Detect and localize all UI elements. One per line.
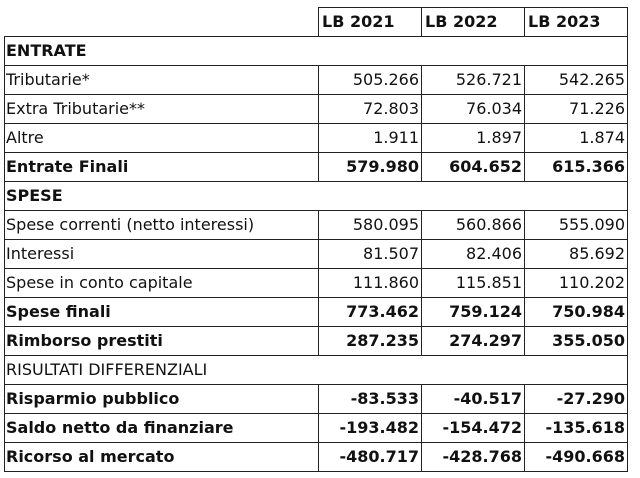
row-value-lb-2022: -154.472 xyxy=(421,413,525,443)
row-value-lb-2023: 110.202 xyxy=(524,268,628,298)
row-value-lb-2021: 287.235 xyxy=(318,326,422,356)
table-row: Altre 1.911 1.897 1.874 xyxy=(4,123,628,153)
budget-table: LB 2021 LB 2022 LB 2023 ENTRATE Tributari… xyxy=(4,7,628,472)
row-value-lb-2021: -480.717 xyxy=(318,442,422,472)
row-value-lb-2022 xyxy=(421,36,525,66)
table-row: RISULTATI DIFFERENZIALI xyxy=(4,355,628,385)
row-value-lb-2022: -40.517 xyxy=(421,384,525,414)
row-value-lb-2023: 555.090 xyxy=(524,210,628,240)
row-value-lb-2023 xyxy=(524,36,628,66)
row-label: Rimborso prestiti xyxy=(4,326,319,356)
row-value-lb-2023: 85.692 xyxy=(524,239,628,269)
row-value-lb-2021: 505.266 xyxy=(318,65,422,95)
row-value-lb-2021: 81.507 xyxy=(318,239,422,269)
table-row: Entrate Finali 579.980 604.652 615.366 xyxy=(4,152,628,182)
row-label: SPESE xyxy=(4,181,319,211)
row-value-lb-2023: -490.668 xyxy=(524,442,628,472)
row-value-lb-2023: 355.050 xyxy=(524,326,628,356)
row-value-lb-2021 xyxy=(318,36,422,66)
row-label: Ricorso al mercato xyxy=(4,442,319,472)
table-row: Saldo netto da finanziare -193.482 -154.47… xyxy=(4,413,628,443)
row-value-lb-2022: 274.297 xyxy=(421,326,525,356)
table-row: Ricorso al mercato -480.717 -428.768 -490.6… xyxy=(4,442,628,472)
budget-table-container: LB 2021 LB 2022 LB 2023 ENTRATE Tributari… xyxy=(4,7,628,472)
header-row: LB 2021 LB 2022 LB 2023 xyxy=(4,7,628,37)
table-row: Interessi 81.507 82.406 85.692 xyxy=(4,239,628,269)
row-value-lb-2022: 759.124 xyxy=(421,297,525,327)
row-value-lb-2022: 604.652 xyxy=(421,152,525,182)
row-value-lb-2023: 542.265 xyxy=(524,65,628,95)
row-value-lb-2022 xyxy=(421,355,525,385)
row-value-lb-2023: 750.984 xyxy=(524,297,628,327)
row-label: Interessi xyxy=(4,239,319,269)
row-value-lb-2021 xyxy=(318,355,422,385)
row-value-lb-2021: 72.803 xyxy=(318,94,422,124)
row-value-lb-2021: -83.533 xyxy=(318,384,422,414)
row-value-lb-2023: 1.874 xyxy=(524,123,628,153)
row-value-lb-2022: -428.768 xyxy=(421,442,525,472)
header-lb-2022: LB 2022 xyxy=(421,7,525,37)
row-value-lb-2023 xyxy=(524,181,628,211)
row-label: Altre xyxy=(4,123,319,153)
row-value-lb-2023: 71.226 xyxy=(524,94,628,124)
row-value-lb-2022: 526.721 xyxy=(421,65,525,95)
row-value-lb-2023: -27.290 xyxy=(524,384,628,414)
table-row: Spese in conto capitale 111.860 115.851 110… xyxy=(4,268,628,298)
header-corner xyxy=(4,7,319,37)
row-label: Risparmio pubblico xyxy=(4,384,319,414)
row-label: Spese finali xyxy=(4,297,319,327)
row-label: Spese in conto capitale xyxy=(4,268,319,298)
row-label: Extra Tributarie** xyxy=(4,94,319,124)
row-value-lb-2022: 560.866 xyxy=(421,210,525,240)
table-row: ENTRATE xyxy=(4,36,628,66)
row-value-lb-2021: 111.860 xyxy=(318,268,422,298)
row-value-lb-2023: 615.366 xyxy=(524,152,628,182)
row-value-lb-2021: 580.095 xyxy=(318,210,422,240)
row-value-lb-2021: 1.911 xyxy=(318,123,422,153)
row-value-lb-2022 xyxy=(421,181,525,211)
table-row: SPESE xyxy=(4,181,628,211)
row-value-lb-2023 xyxy=(524,355,628,385)
row-value-lb-2022: 1.897 xyxy=(421,123,525,153)
row-label: Entrate Finali xyxy=(4,152,319,182)
table-row: Extra Tributarie** 72.803 76.034 71.226 xyxy=(4,94,628,124)
header-lb-2023: LB 2023 xyxy=(524,7,628,37)
header-lb-2021: LB 2021 xyxy=(318,7,422,37)
row-value-lb-2023: -135.618 xyxy=(524,413,628,443)
row-label: ENTRATE xyxy=(4,36,319,66)
row-value-lb-2021 xyxy=(318,181,422,211)
table-row: Spese finali 773.462 759.124 750.984 xyxy=(4,297,628,327)
row-value-lb-2021: 773.462 xyxy=(318,297,422,327)
table-row: Tributarie* 505.266 526.721 542.265 xyxy=(4,65,628,95)
row-value-lb-2022: 115.851 xyxy=(421,268,525,298)
table-row: Risparmio pubblico -83.533 -40.517 -27.290 xyxy=(4,384,628,414)
row-value-lb-2021: 579.980 xyxy=(318,152,422,182)
table-row: Rimborso prestiti 287.235 274.297 355.050 xyxy=(4,326,628,356)
row-value-lb-2022: 82.406 xyxy=(421,239,525,269)
row-label: Spese correnti (netto interessi) xyxy=(4,210,319,240)
row-value-lb-2021: -193.482 xyxy=(318,413,422,443)
row-label: Saldo netto da finanziare xyxy=(4,413,319,443)
table-row: Spese correnti (netto interessi) 580.095 5… xyxy=(4,210,628,240)
row-value-lb-2022: 76.034 xyxy=(421,94,525,124)
row-label: RISULTATI DIFFERENZIALI xyxy=(4,355,319,385)
row-label: Tributarie* xyxy=(4,65,319,95)
